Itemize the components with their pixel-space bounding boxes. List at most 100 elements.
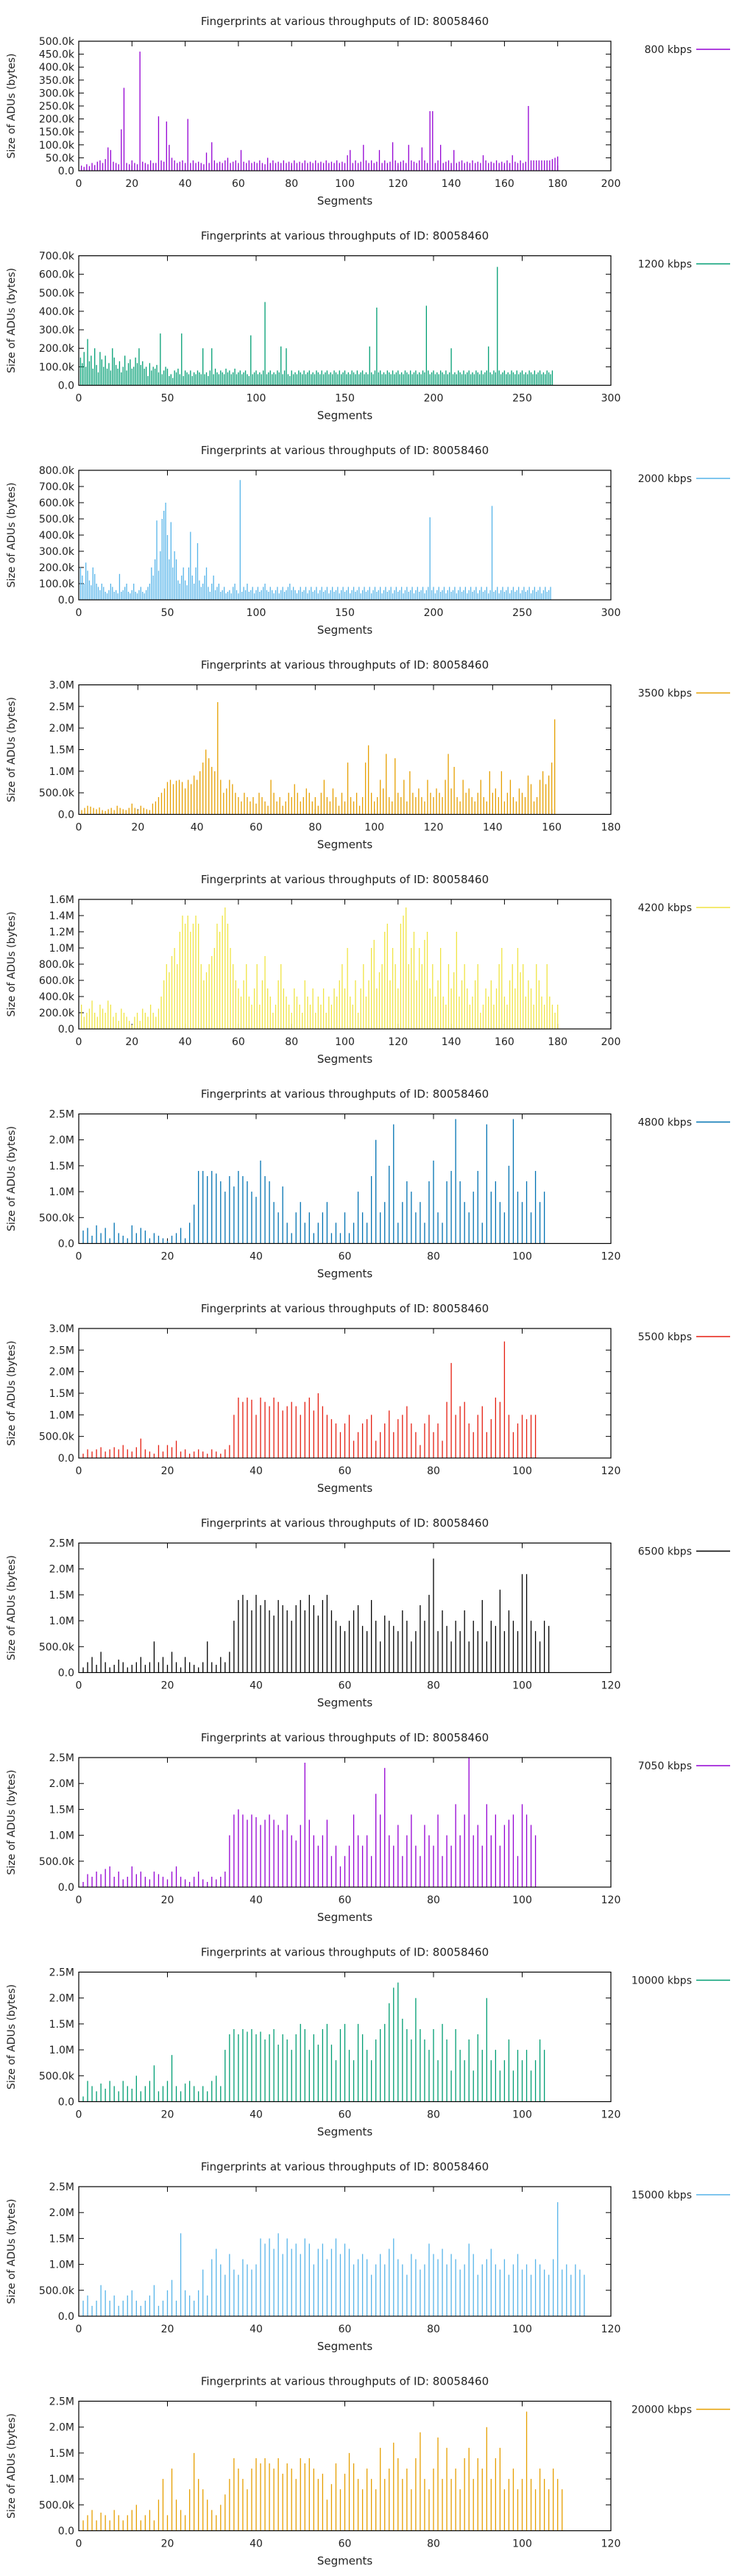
plot-frame bbox=[78, 684, 612, 815]
y-tick-label: 2.5M bbox=[49, 1109, 74, 1121]
y-axis-label: Size of ADUs (bytes) bbox=[6, 1555, 18, 1660]
x-tick-label: 200 bbox=[424, 607, 444, 619]
y-tick-label: 500.0k bbox=[39, 788, 75, 799]
x-tick-label: 100 bbox=[512, 2538, 532, 2550]
x-tick-label: 100 bbox=[512, 1894, 532, 1906]
y-tick-label: 500.0k bbox=[39, 288, 75, 300]
y-tick-label: 0.0 bbox=[58, 1024, 74, 1036]
legend-label: 20000 kbps bbox=[631, 2405, 692, 2416]
y-tick-label: 150.0k bbox=[39, 127, 75, 138]
x-tick-label: 0 bbox=[76, 393, 82, 405]
plot-frame bbox=[78, 1971, 612, 2103]
y-axis-label: Size of ADUs (bytes) bbox=[6, 268, 18, 373]
x-axis-label: Segments bbox=[317, 194, 373, 208]
plot-frame bbox=[78, 2186, 612, 2317]
y-tick-label: 400.0k bbox=[39, 991, 75, 1003]
x-tick-label: 120 bbox=[424, 822, 444, 834]
y-axis-label: Size of ADUs (bytes) bbox=[6, 1770, 18, 1875]
y-tick-label: 450.0k bbox=[39, 49, 75, 61]
x-tick-label: 160 bbox=[495, 178, 514, 190]
y-tick-label: 1.5M bbox=[49, 1804, 74, 1816]
x-tick-label: 120 bbox=[388, 1036, 408, 1048]
y-axis-label: Size of ADUs (bytes) bbox=[6, 1984, 18, 2090]
x-tick-label: 40 bbox=[179, 1036, 192, 1048]
y-tick-label: 0.0 bbox=[58, 2097, 74, 2109]
y-tick-label: 2.5M bbox=[49, 701, 74, 713]
legend-label: 1200 kbps bbox=[638, 259, 692, 271]
y-tick-label: 1.0M bbox=[49, 2045, 74, 2056]
chart-title: Fingerprints at various throughputs of I… bbox=[201, 230, 489, 243]
y-tick-label: 1.0M bbox=[49, 1409, 74, 1421]
x-tick-label: 250 bbox=[512, 393, 532, 405]
y-tick-label: 1.0M bbox=[49, 2474, 74, 2485]
y-tick-label: 1.4M bbox=[49, 910, 74, 922]
x-tick-label: 100 bbox=[247, 607, 266, 619]
x-tick-label: 0 bbox=[76, 1251, 82, 1263]
x-tick-label: 100 bbox=[512, 2324, 532, 2335]
y-tick-label: 350.0k bbox=[39, 75, 75, 87]
y-tick-label: 500.0k bbox=[39, 1641, 75, 1653]
x-tick-label: 60 bbox=[232, 1036, 245, 1048]
chart-panel-1: Fingerprints at various throughputs of I… bbox=[6, 230, 730, 422]
x-axis-label: Segments bbox=[317, 1482, 373, 1495]
x-tick-label: 20 bbox=[161, 2324, 174, 2335]
x-tick-label: 60 bbox=[339, 1894, 352, 1906]
y-axis-label: Size of ADUs (bytes) bbox=[6, 2413, 18, 2519]
y-axis-label: Size of ADUs (bytes) bbox=[6, 483, 18, 588]
x-tick-label: 40 bbox=[250, 2538, 263, 2550]
y-tick-label: 1.0M bbox=[49, 766, 74, 778]
chart-panel-9: Fingerprints at various throughputs of I… bbox=[6, 1946, 730, 2139]
y-tick-label: 0.0 bbox=[58, 1882, 74, 1894]
x-tick-label: 0 bbox=[76, 1680, 82, 1692]
y-tick-label: 300.0k bbox=[39, 325, 75, 336]
y-tick-label: 200.0k bbox=[39, 562, 75, 574]
x-tick-label: 160 bbox=[542, 822, 562, 834]
chart-panel-11: Fingerprints at various throughputs of I… bbox=[6, 2375, 730, 2568]
y-tick-label: 800.0k bbox=[39, 465, 75, 477]
y-tick-label: 250.0k bbox=[39, 101, 75, 113]
y-tick-label: 0.0 bbox=[58, 2311, 74, 2323]
x-tick-label: 160 bbox=[495, 1036, 514, 1048]
chart-title: Fingerprints at various throughputs of I… bbox=[201, 659, 489, 672]
x-tick-label: 120 bbox=[601, 2109, 621, 2121]
x-tick-label: 80 bbox=[308, 822, 322, 834]
y-axis-label: Size of ADUs (bytes) bbox=[6, 2199, 18, 2304]
plot-frame bbox=[78, 899, 612, 1030]
x-tick-label: 80 bbox=[427, 2324, 440, 2335]
chart-panel-2: Fingerprints at various throughputs of I… bbox=[6, 444, 730, 637]
y-tick-label: 500.0k bbox=[39, 36, 75, 48]
y-tick-label: 2.5M bbox=[49, 1345, 74, 1356]
y-tick-label: 500.0k bbox=[39, 2285, 75, 2297]
x-tick-label: 0 bbox=[76, 2324, 82, 2335]
legend-label: 10000 kbps bbox=[631, 1975, 692, 1987]
chart-title: Fingerprints at various throughputs of I… bbox=[201, 1088, 489, 1101]
chart-panel-6: Fingerprints at various throughputs of I… bbox=[6, 1302, 730, 1495]
y-tick-label: 1.5M bbox=[49, 1590, 74, 1602]
x-tick-label: 0 bbox=[76, 178, 82, 190]
y-tick-label: 50.0k bbox=[46, 152, 75, 164]
x-tick-label: 150 bbox=[335, 607, 355, 619]
chart-title: Fingerprints at various throughputs of I… bbox=[201, 1946, 489, 1959]
x-axis-label: Segments bbox=[317, 1696, 373, 1710]
x-tick-label: 120 bbox=[601, 1680, 621, 1692]
chart-title: Fingerprints at various throughputs of I… bbox=[201, 15, 489, 28]
y-tick-label: 400.0k bbox=[39, 530, 75, 542]
x-tick-label: 120 bbox=[601, 1465, 621, 1477]
x-tick-label: 40 bbox=[191, 822, 204, 834]
x-tick-label: 100 bbox=[512, 1680, 532, 1692]
x-tick-label: 40 bbox=[250, 1680, 263, 1692]
y-tick-label: 2.5M bbox=[49, 1967, 74, 1979]
y-tick-label: 1.0M bbox=[49, 943, 74, 955]
x-axis-label: Segments bbox=[317, 838, 373, 852]
y-tick-label: 0.0 bbox=[58, 810, 74, 821]
y-tick-label: 400.0k bbox=[39, 62, 75, 74]
plot-frame bbox=[78, 1328, 612, 1459]
y-tick-label: 1.2M bbox=[49, 927, 74, 938]
x-axis-label: Segments bbox=[317, 1052, 373, 1066]
y-tick-label: 500.0k bbox=[39, 1856, 75, 1868]
x-tick-label: 120 bbox=[601, 1251, 621, 1263]
y-tick-label: 1.5M bbox=[49, 2019, 74, 2031]
x-tick-label: 20 bbox=[131, 822, 144, 834]
x-tick-label: 20 bbox=[161, 1465, 174, 1477]
